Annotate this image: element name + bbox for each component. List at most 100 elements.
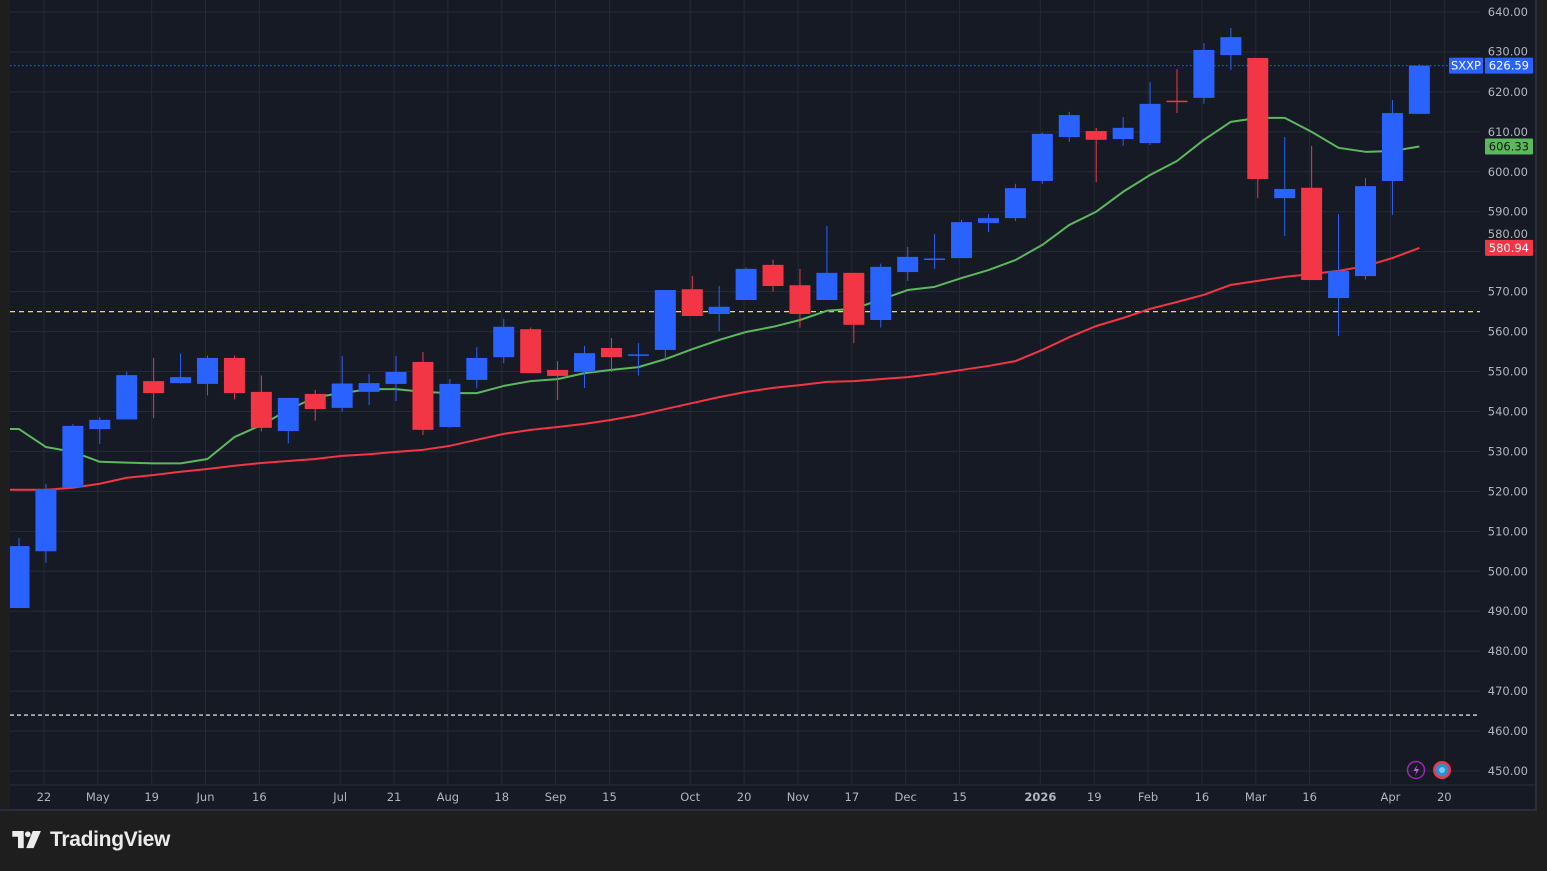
globe-icon[interactable]	[1433, 761, 1451, 779]
x-tick-label: Dec	[895, 790, 917, 804]
chart-icons	[1406, 760, 1451, 780]
candle-down[interactable]	[1085, 127, 1107, 183]
candle-up[interactable]	[708, 286, 730, 332]
candle-up[interactable]	[62, 424, 84, 488]
candles	[8, 27, 1430, 609]
candle-up[interactable]	[1355, 178, 1376, 280]
candle-up[interactable]	[331, 355, 353, 412]
candle-up[interactable]	[197, 355, 219, 396]
candle-up[interactable]	[735, 267, 757, 301]
candle-up[interactable]	[816, 226, 838, 301]
chart-pane[interactable]: 640.00 630.00 620.00 610.00 600.00 590.00 580.…	[0, 0, 1537, 811]
candle-body	[1112, 127, 1134, 140]
candle-down[interactable]	[304, 389, 326, 421]
candle-up[interactable]	[1139, 81, 1161, 146]
right-border	[1535, 0, 1537, 811]
candle-up[interactable]	[1031, 132, 1053, 184]
candle-up[interactable]	[1193, 43, 1215, 104]
candle-body	[762, 264, 784, 287]
candlestick-chart[interactable]: 640.00 630.00 620.00 610.00 600.00 590.00 580.…	[0, 0, 1537, 811]
candle-up[interactable]	[493, 318, 515, 364]
y-tick-label: 460.00	[1488, 724, 1528, 738]
candle-body	[600, 347, 622, 358]
candle-down[interactable]	[250, 375, 272, 432]
candle-down[interactable]	[600, 337, 622, 372]
candle-up[interactable]	[924, 234, 946, 269]
candle-up[interactable]	[8, 538, 30, 609]
candle-up[interactable]	[977, 214, 999, 233]
candle-up[interactable]	[1274, 137, 1296, 237]
candle-up[interactable]	[574, 345, 596, 388]
candle-up[interactable]	[1004, 183, 1026, 221]
bottom-border	[0, 809, 1537, 811]
tradingview-logo-text: TradingView	[50, 828, 171, 851]
y-tick-label: 590.00	[1488, 205, 1528, 219]
time-axis[interactable]: 22 May 19 Jun 16 Jul 21 Aug 18 Sep 15 Oct 20 Nov 17 Dec…	[0, 0, 1537, 811]
candle-up[interactable]	[951, 219, 973, 259]
candle-body	[1058, 115, 1080, 138]
candle-down[interactable]	[843, 272, 865, 344]
candle-up[interactable]	[897, 246, 919, 281]
y-tick-label: 580.00	[1488, 227, 1528, 241]
candle-up[interactable]	[466, 347, 488, 388]
candle-up[interactable]	[439, 379, 461, 428]
price-axis[interactable]: 640.00 630.00 620.00 610.00 600.00 590.00 580.…	[1488, 5, 1528, 778]
lightning-icon[interactable]	[1406, 760, 1426, 780]
candle-body	[116, 375, 138, 420]
candle-up[interactable]	[116, 371, 138, 420]
candle-body	[1220, 37, 1242, 56]
candle-down[interactable]	[762, 259, 784, 292]
candle-body	[385, 371, 407, 384]
candle-body	[197, 357, 219, 384]
candle-up[interactable]	[870, 263, 892, 328]
candle-up[interactable]	[385, 355, 407, 402]
x-tick-label: 18	[494, 790, 509, 804]
y-tick-label: 490.00	[1488, 604, 1528, 618]
x-tick-label: 22	[37, 790, 52, 804]
candle-body	[870, 266, 892, 320]
candle-down[interactable]	[1166, 69, 1188, 114]
candle-down[interactable]	[789, 268, 811, 328]
candle-up[interactable]	[1408, 64, 1430, 114]
x-tick-label: 15	[602, 790, 617, 804]
candle-body	[89, 419, 111, 430]
left-border	[0, 0, 10, 811]
candle-body	[412, 361, 434, 430]
candle-up[interactable]	[627, 343, 649, 376]
candle-down[interactable]	[681, 276, 703, 316]
y-tick-label: 550.00	[1488, 365, 1528, 379]
candle-body	[574, 353, 596, 372]
x-tick-label: 21	[387, 790, 402, 804]
candle-down[interactable]	[412, 351, 434, 436]
candle-body	[1193, 49, 1215, 98]
x-tick-label: 15	[952, 790, 967, 804]
candle-down[interactable]	[1301, 145, 1323, 281]
candle-down[interactable]	[520, 327, 542, 374]
candle-body	[789, 285, 811, 315]
y-tick-label: 600.00	[1488, 165, 1528, 179]
candle-up[interactable]	[1058, 111, 1080, 142]
candle-down[interactable]	[143, 357, 165, 419]
candle-body	[250, 391, 272, 428]
candle-body	[924, 258, 946, 260]
candle-up[interactable]	[1328, 214, 1350, 336]
candle-down[interactable]	[223, 355, 245, 400]
candle-body	[493, 326, 515, 358]
candle-up[interactable]	[358, 373, 380, 406]
candle-up[interactable]	[1381, 99, 1403, 215]
candle-down[interactable]	[547, 361, 569, 400]
candle-body	[951, 222, 973, 259]
candle-up[interactable]	[1112, 117, 1134, 146]
candle-up[interactable]	[170, 353, 192, 384]
candle-up[interactable]	[35, 483, 57, 563]
candle-up[interactable]	[654, 290, 676, 360]
grid	[10, 0, 1480, 785]
candle-up[interactable]	[1220, 27, 1242, 70]
candle-body	[1328, 270, 1350, 299]
x-tick-label: Feb	[1138, 790, 1158, 804]
candle-up[interactable]	[277, 397, 299, 444]
candle-down[interactable]	[1247, 57, 1269, 199]
candle-up[interactable]	[89, 417, 111, 444]
candle-body	[35, 488, 57, 552]
moving-average-slow-line	[10, 246, 1420, 491]
